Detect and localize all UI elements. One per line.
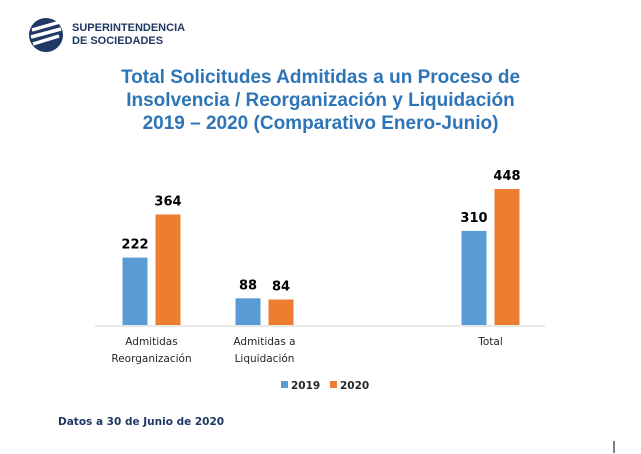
legend-swatch [281, 381, 288, 388]
x-tick-label: Total [478, 336, 503, 348]
bar [268, 299, 294, 325]
legend-label: 2019 [291, 380, 320, 392]
footnote: Datos a 30 de Junio de 2020 [58, 416, 225, 428]
legend-label: 2020 [340, 380, 369, 392]
chart-title: Total Solicitudes Admitidas a un Proceso… [120, 67, 521, 134]
logo [29, 18, 63, 52]
x-tick-label: Admitidas a Liquidación [233, 336, 296, 365]
x-tick-label: Admitidas Reorganización [111, 336, 192, 365]
bar [494, 189, 520, 325]
bar [235, 298, 261, 325]
legend-swatch [330, 381, 337, 388]
bar [461, 230, 487, 325]
org-name: SUPERINTENDENCIA [72, 22, 186, 34]
data-label: 84 [272, 280, 290, 295]
bar [155, 214, 181, 325]
data-label: 310 [460, 211, 487, 226]
data-label: 364 [154, 195, 181, 210]
data-label: 222 [121, 238, 148, 253]
data-label: 448 [493, 169, 520, 184]
bar [122, 257, 148, 325]
org-name: DE SOCIEDADES [72, 35, 164, 47]
data-label: 88 [239, 278, 257, 293]
